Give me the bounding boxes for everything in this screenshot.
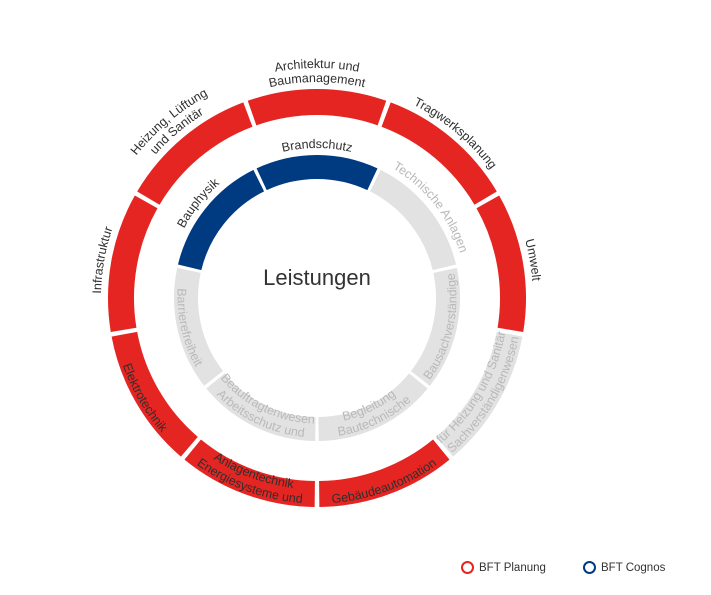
outer-segment-geb-udeautomation — [318, 439, 450, 507]
outer-segment-umwelt — [476, 195, 526, 332]
legend-cognos-label: BFT Cognos — [601, 561, 666, 574]
inner-segment-brandschutz — [256, 155, 378, 191]
outer-label-line: Umwelt — [522, 237, 543, 282]
outer-label-line: Baumanagement — [268, 71, 368, 90]
inner-segment-bauphysik — [177, 169, 265, 271]
outer-segment-sachverst-ndigenwesen-f-r-heizung-und-sanit-r — [436, 331, 523, 457]
outer-segment-architektur-und-baumanagement — [247, 89, 387, 126]
outer-segment-energiesysteme-und-anlagentechnik — [184, 439, 316, 507]
legend-planung-label: BFT Planung — [479, 561, 546, 574]
inner-segment-bautechnische-begleitung — [318, 373, 428, 441]
outer-segment-tragwerksplanung — [381, 102, 497, 205]
inner-segment-arbeitsschutz-und-beauftragtenwesen — [206, 373, 316, 441]
outer-segment-heizung-l-ftung-und-sanit-r — [137, 102, 253, 205]
inner-label-line: Brandschutz — [280, 137, 353, 155]
outer-segment-infrastruktur — [108, 195, 158, 332]
legend-planung-ring-icon — [461, 561, 474, 574]
center-title: Leistungen — [263, 265, 371, 290]
inner-ring — [174, 155, 460, 441]
inner-segment-bausachverst-ndige — [410, 267, 460, 386]
outer-ring — [108, 89, 526, 507]
legend-cognos: BFT Cognos — [583, 561, 665, 574]
inner-segment-technische-anlagen — [369, 169, 457, 271]
inner-label-brandschutz: Brandschutz — [280, 137, 353, 155]
legend-cognos-ring-icon — [583, 561, 596, 574]
inner-segment-barrierefreiheit — [174, 267, 224, 386]
outer-segment-elektrotechnik — [111, 331, 198, 457]
legend-planung: BFT Planung — [461, 561, 546, 574]
outer-label-umwelt: Umwelt — [522, 237, 543, 282]
